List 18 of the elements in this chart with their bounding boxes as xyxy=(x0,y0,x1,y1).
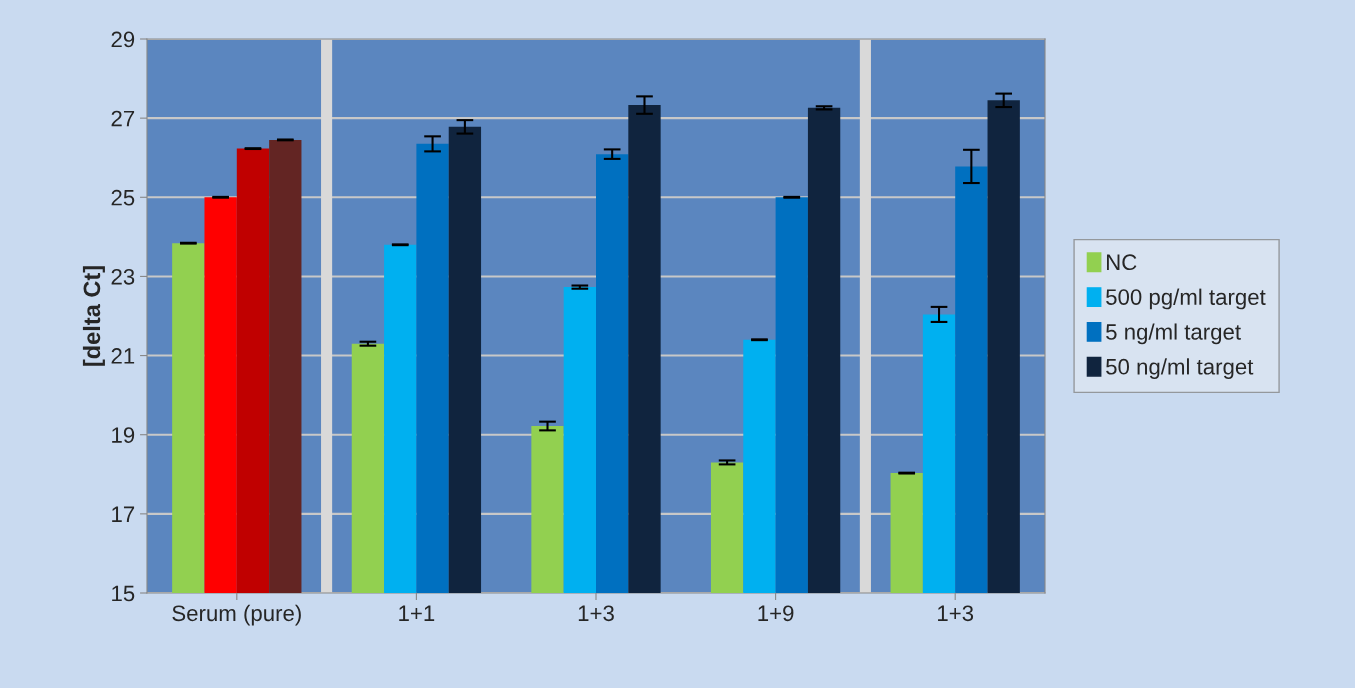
x-tick-label: 1+9 xyxy=(758,605,794,622)
y-tick-label: 25 xyxy=(111,189,135,206)
y-tick-label: 27 xyxy=(111,110,135,127)
legend-label: 50 ng/ml target xyxy=(1106,358,1254,379)
y-tick-label: 21 xyxy=(111,348,135,364)
x-tick-label: 1+1 xyxy=(399,605,435,621)
y-tick-label: 23 xyxy=(111,268,135,285)
y-axis-title: [delta Ct] xyxy=(82,266,105,366)
x-tick-label: Serum (pure) xyxy=(172,604,301,626)
y-tick-label: 15 xyxy=(112,585,135,602)
x-tick-label: 1+3 xyxy=(938,605,974,622)
y-tick-label: 17 xyxy=(112,506,135,522)
y-tick-label: 19 xyxy=(112,427,135,443)
legend-label: 5 ng/ml target xyxy=(1106,323,1241,345)
legend-label: NC xyxy=(1107,254,1137,271)
x-tick-label: 1+3 xyxy=(578,605,614,622)
legend-label: 500 pg/ml target xyxy=(1106,288,1266,310)
y-tick-label: 29 xyxy=(111,31,135,48)
